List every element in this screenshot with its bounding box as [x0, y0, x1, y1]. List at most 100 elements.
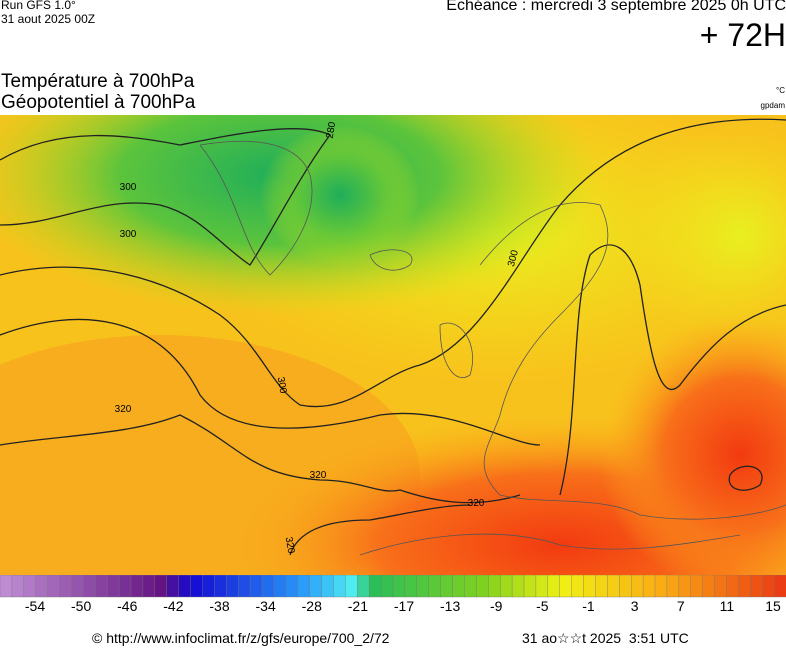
- colorbar-label: 7: [676, 598, 685, 614]
- colorbar-segment: [416, 575, 430, 598]
- colorbar-segment: [464, 575, 478, 598]
- colorbar-label: -1: [582, 598, 595, 614]
- colorbar-label: -34: [255, 598, 276, 614]
- colorbar-segment: [440, 575, 454, 598]
- colorbar-segment: [321, 575, 335, 598]
- colorbar-segment: [11, 575, 25, 598]
- colorbar-label: 15: [765, 598, 781, 614]
- colorbar-segment: [190, 575, 204, 598]
- colorbar-segment: [583, 575, 597, 598]
- colorbar-segment: [142, 575, 156, 598]
- british-isles: [439, 322, 474, 378]
- colorbar-segment: [380, 575, 394, 598]
- colorbar-label: 3: [630, 598, 639, 614]
- colorbar-segment: [773, 575, 786, 598]
- colorbar-label: -50: [71, 598, 92, 614]
- colorbar-segment: [249, 575, 263, 598]
- colorbar-segment: [285, 575, 299, 598]
- colorbar-segment: [750, 575, 763, 598]
- europe-coast: [479, 202, 786, 520]
- contour-label: 320: [310, 470, 327, 481]
- contour-label: 320: [283, 536, 297, 555]
- footer-source: © http://www.infoclimat.fr/z/gfs/europe/…: [92, 630, 390, 646]
- colorbar-segment: [237, 575, 251, 598]
- colorbar-segment: [595, 575, 609, 598]
- lead-time: + 72H: [699, 17, 786, 53]
- colorbar-segment: [476, 575, 489, 598]
- colorbar-segment: [154, 575, 168, 598]
- contour-line: [0, 318, 541, 446]
- colorbar-segment: [523, 575, 537, 598]
- contour-label: 300: [506, 248, 521, 267]
- colorbar-segment: [690, 575, 704, 598]
- contour-line: [0, 118, 786, 408]
- colorbar-segment: [488, 575, 501, 598]
- colorbar-segment: [83, 575, 96, 598]
- run-date: 31 aout 2025 00Z: [1, 12, 96, 26]
- colorbar-segment: [428, 575, 442, 598]
- colorbar-segment: [71, 575, 85, 598]
- colorbar-segment: [714, 575, 728, 598]
- colorbar-segment: [499, 575, 513, 598]
- greenland: [199, 140, 313, 276]
- colorbar-segment: [309, 575, 323, 598]
- colorbar-segment: [130, 575, 144, 598]
- colorbar-label: -17: [393, 598, 415, 614]
- title-geopotential: Géopotentiel à 700hPa: [1, 92, 196, 113]
- colorbar-segment: [654, 575, 668, 598]
- colorbar-segment: [571, 575, 585, 598]
- contour-line: [0, 414, 521, 504]
- colorbar-label: -38: [209, 598, 230, 614]
- colorbar: [0, 575, 786, 598]
- colorbar-segment: [202, 575, 216, 598]
- colorbar-segment: [404, 575, 418, 598]
- valid-time: Echéance : mercredi 3 septembre 2025 0h …: [446, 0, 786, 14]
- colorbar-segment: [261, 575, 275, 598]
- colorbar-segment: [333, 575, 347, 598]
- colorbar-segment: [118, 575, 132, 598]
- unit-temperature: °C: [776, 86, 785, 95]
- contour-label: 320: [468, 498, 485, 509]
- colorbar-segment: [738, 575, 751, 598]
- contour-line: [559, 244, 786, 496]
- iceland: [369, 249, 413, 271]
- colorbar-segment: [357, 575, 370, 598]
- colorbar-label: -5: [536, 598, 549, 614]
- colorbar-segment: [35, 575, 49, 598]
- colorbar-segment: [273, 575, 287, 598]
- colorbar-segment: [607, 575, 620, 598]
- colorbar-segment: [214, 575, 227, 598]
- title-temperature: Température à 700hPa: [1, 71, 195, 92]
- contour-line: [728, 465, 763, 491]
- colorbar-segment: [166, 575, 180, 598]
- colorbar-segment: [761, 575, 775, 598]
- colorbar-segment: [47, 575, 61, 598]
- colorbar-label: -46: [117, 598, 138, 614]
- footer-generated: 31 ao☆☆t 2025 3:51 UTC: [522, 630, 689, 646]
- colorbar-segment: [666, 575, 680, 598]
- colorbar-segment: [0, 575, 13, 598]
- colorbar-segment: [178, 575, 192, 598]
- colorbar-segment: [345, 575, 358, 598]
- contour-label: 300: [120, 182, 137, 193]
- colorbar-segment: [392, 575, 406, 598]
- coastlines: [199, 140, 786, 556]
- contour-label: 300: [120, 229, 137, 240]
- contour-line: [289, 504, 471, 556]
- contour-label: 320: [115, 404, 132, 415]
- map: 280 300 300 300 300 320 320 320 320: [0, 115, 786, 575]
- colorbar-segment: [368, 575, 382, 598]
- colorbar-label: 11: [719, 598, 735, 614]
- colorbar-label: -28: [301, 598, 322, 614]
- colorbar-label: -42: [163, 598, 184, 614]
- colorbar-segment: [511, 575, 525, 598]
- temp-field: [600, 315, 786, 575]
- colorbar-segment: [559, 575, 573, 598]
- colorbar-segment: [297, 575, 311, 598]
- run-label: Run GFS 1.0°: [1, 0, 76, 12]
- colorbar-label: -54: [24, 598, 46, 614]
- colorbar-segment: [452, 575, 466, 598]
- contours: [0, 118, 786, 556]
